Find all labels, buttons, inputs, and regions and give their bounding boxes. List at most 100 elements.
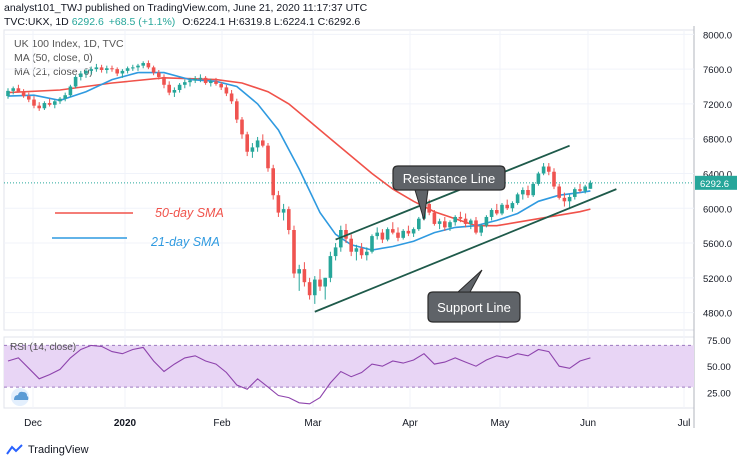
ma50-legend[interactable]: MA (50, close, 0) (14, 52, 93, 64)
candle-body (183, 82, 187, 85)
candle-body (42, 103, 47, 109)
candle-body (214, 81, 218, 84)
candle-body (245, 134, 249, 152)
candle-body (287, 209, 291, 230)
candle-body (6, 90, 10, 97)
candle-body (354, 248, 359, 252)
candle-body (172, 90, 177, 93)
x-tick-label: Apr (402, 418, 418, 429)
candle-body (380, 232, 385, 240)
candle-body (531, 183, 535, 196)
candle-body (578, 189, 582, 191)
candle-body (344, 230, 348, 239)
y-tick-label: 5200.0 (703, 274, 732, 285)
candle-body (411, 229, 416, 234)
candle-body (37, 105, 41, 109)
candle-body (250, 147, 255, 152)
candle-body (276, 195, 281, 213)
candle-body (157, 72, 161, 77)
support-callout-box (427, 291, 521, 323)
candle-body (235, 101, 239, 120)
y-tick-label: 6400.0 (703, 169, 732, 180)
chart-legend-title[interactable]: UK 100 Index, 1D, TVC (14, 38, 124, 50)
candle-body (99, 67, 104, 70)
candle-body (401, 230, 405, 238)
candle-body (427, 203, 431, 213)
y-tick-label: 8000.0 (703, 30, 732, 41)
sma50-line (7, 76, 591, 227)
support-callout-label: Support Line (437, 300, 511, 315)
candle-body (89, 69, 93, 71)
candle-body (443, 221, 447, 228)
candle-body (547, 166, 551, 172)
sma21-line (7, 71, 591, 251)
candle-body (193, 78, 197, 81)
candle-body (27, 96, 31, 100)
candle-body (474, 220, 478, 233)
candle-body (110, 68, 114, 70)
candle-body (432, 212, 437, 224)
candle-body (11, 88, 15, 91)
candle-body (458, 216, 463, 219)
x-tick-label: Feb (213, 418, 231, 429)
candle-body (297, 269, 301, 274)
candle-body (94, 67, 99, 70)
sma21-key-label: 21-day SMA (150, 235, 220, 249)
y-tick-label: 7200.0 (703, 100, 732, 111)
candle-body (63, 95, 67, 99)
candle-body (391, 229, 395, 233)
candle-body (292, 230, 296, 274)
candle-body (167, 84, 171, 93)
candle-body (495, 210, 499, 214)
candle-body (526, 190, 530, 196)
candle-body (349, 238, 353, 252)
tradingview-footer[interactable]: TradingView (6, 444, 89, 456)
candle-body (151, 67, 156, 73)
candle-body (370, 236, 374, 252)
candle-body (203, 77, 208, 84)
candle-body (396, 232, 400, 238)
resistance-callout-box (392, 165, 506, 191)
candle-body (79, 73, 83, 77)
candle-body (552, 171, 556, 187)
candle-body (198, 77, 203, 79)
candle-body (125, 68, 130, 71)
y-tick-label: 6800.0 (703, 135, 732, 146)
candle-body (177, 84, 182, 90)
x-tick-label: Dec (24, 418, 42, 429)
rsi-label: RSI (14, close) (10, 342, 76, 353)
candle-body (105, 68, 109, 70)
candle-body (188, 80, 192, 83)
tradingview-brand: TradingView (28, 444, 89, 456)
candle-body (209, 81, 213, 84)
candle-body (229, 93, 234, 102)
sma50-key-label: 50-day SMA (155, 206, 224, 220)
y-tick-label: 4800.0 (703, 309, 732, 320)
rsi-band (4, 345, 694, 388)
candle-body (266, 145, 270, 169)
price-change: +68.5 (+1.1%) (108, 16, 176, 28)
candle-body (463, 218, 468, 224)
candle-body (359, 248, 364, 256)
x-tick-label: Mar (304, 418, 322, 429)
x-tick-label: May (491, 418, 510, 429)
candle-body (510, 203, 515, 209)
rsi-line (7, 344, 591, 405)
y-tick-label: 5600.0 (703, 239, 732, 250)
candle-body (385, 229, 390, 240)
candle-body (224, 87, 229, 94)
resistance-line (335, 144, 570, 241)
candle-body (536, 173, 541, 184)
candle-body (417, 218, 421, 230)
rsi-y-tick-label: 25.00 (707, 388, 731, 399)
candle-body (136, 65, 140, 68)
candle-body (271, 168, 275, 196)
candle-body (131, 67, 135, 69)
support-callout-pointer (456, 269, 483, 293)
candle-body (281, 209, 286, 213)
candle-body (240, 119, 244, 135)
candle-body (479, 225, 483, 233)
candle-body (588, 182, 593, 189)
candle-body (120, 70, 125, 74)
